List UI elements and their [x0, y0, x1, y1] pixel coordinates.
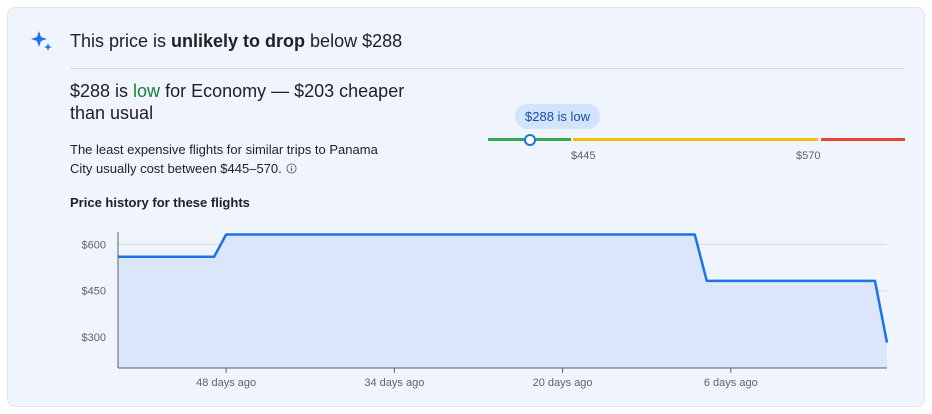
y-tick-label: $450: [82, 286, 106, 298]
summary-status: low: [133, 81, 161, 101]
headline-suffix: below $288: [305, 31, 403, 51]
price-description: The least expensive flights for similar …: [70, 140, 390, 178]
x-tick-label: 34 days ago: [364, 377, 424, 389]
range-typical-segment: [573, 138, 818, 141]
current-price-bubble: $288 is low: [515, 104, 601, 129]
x-tick-label: 6 days ago: [704, 377, 758, 389]
range-tick-high: $570: [796, 150, 821, 162]
chart-title: Price history for these flights: [70, 195, 250, 210]
range-high-segment: [821, 138, 905, 141]
headline-bold: unlikely to drop: [171, 31, 306, 51]
summary-rest: for Economy — $203 cheaper than usual: [70, 81, 405, 123]
y-tick-label: $600: [82, 239, 106, 251]
y-tick-label: $300: [82, 332, 106, 344]
x-tick-label: 48 days ago: [196, 377, 256, 389]
price-range-indicator: $288 is low $445 $570: [486, 100, 906, 170]
headline-prefix: This price is: [70, 31, 172, 51]
divider: [70, 68, 905, 69]
current-price-marker: [524, 134, 536, 146]
range-tick-low: $445: [571, 150, 596, 162]
price-area: [118, 234, 887, 368]
description-text: The least expensive flights for similar …: [70, 142, 378, 176]
sparkle-icon: [31, 31, 52, 51]
price-line: [118, 233, 889, 343]
info-icon[interactable]: [286, 163, 297, 174]
price-headline: This price is unlikely to drop below $28…: [70, 30, 402, 52]
summary-price: $288 is: [70, 81, 134, 101]
price-summary: $288 is low for Economy — $203 cheaper t…: [70, 80, 430, 124]
x-tick-label: 20 days ago: [533, 377, 593, 389]
